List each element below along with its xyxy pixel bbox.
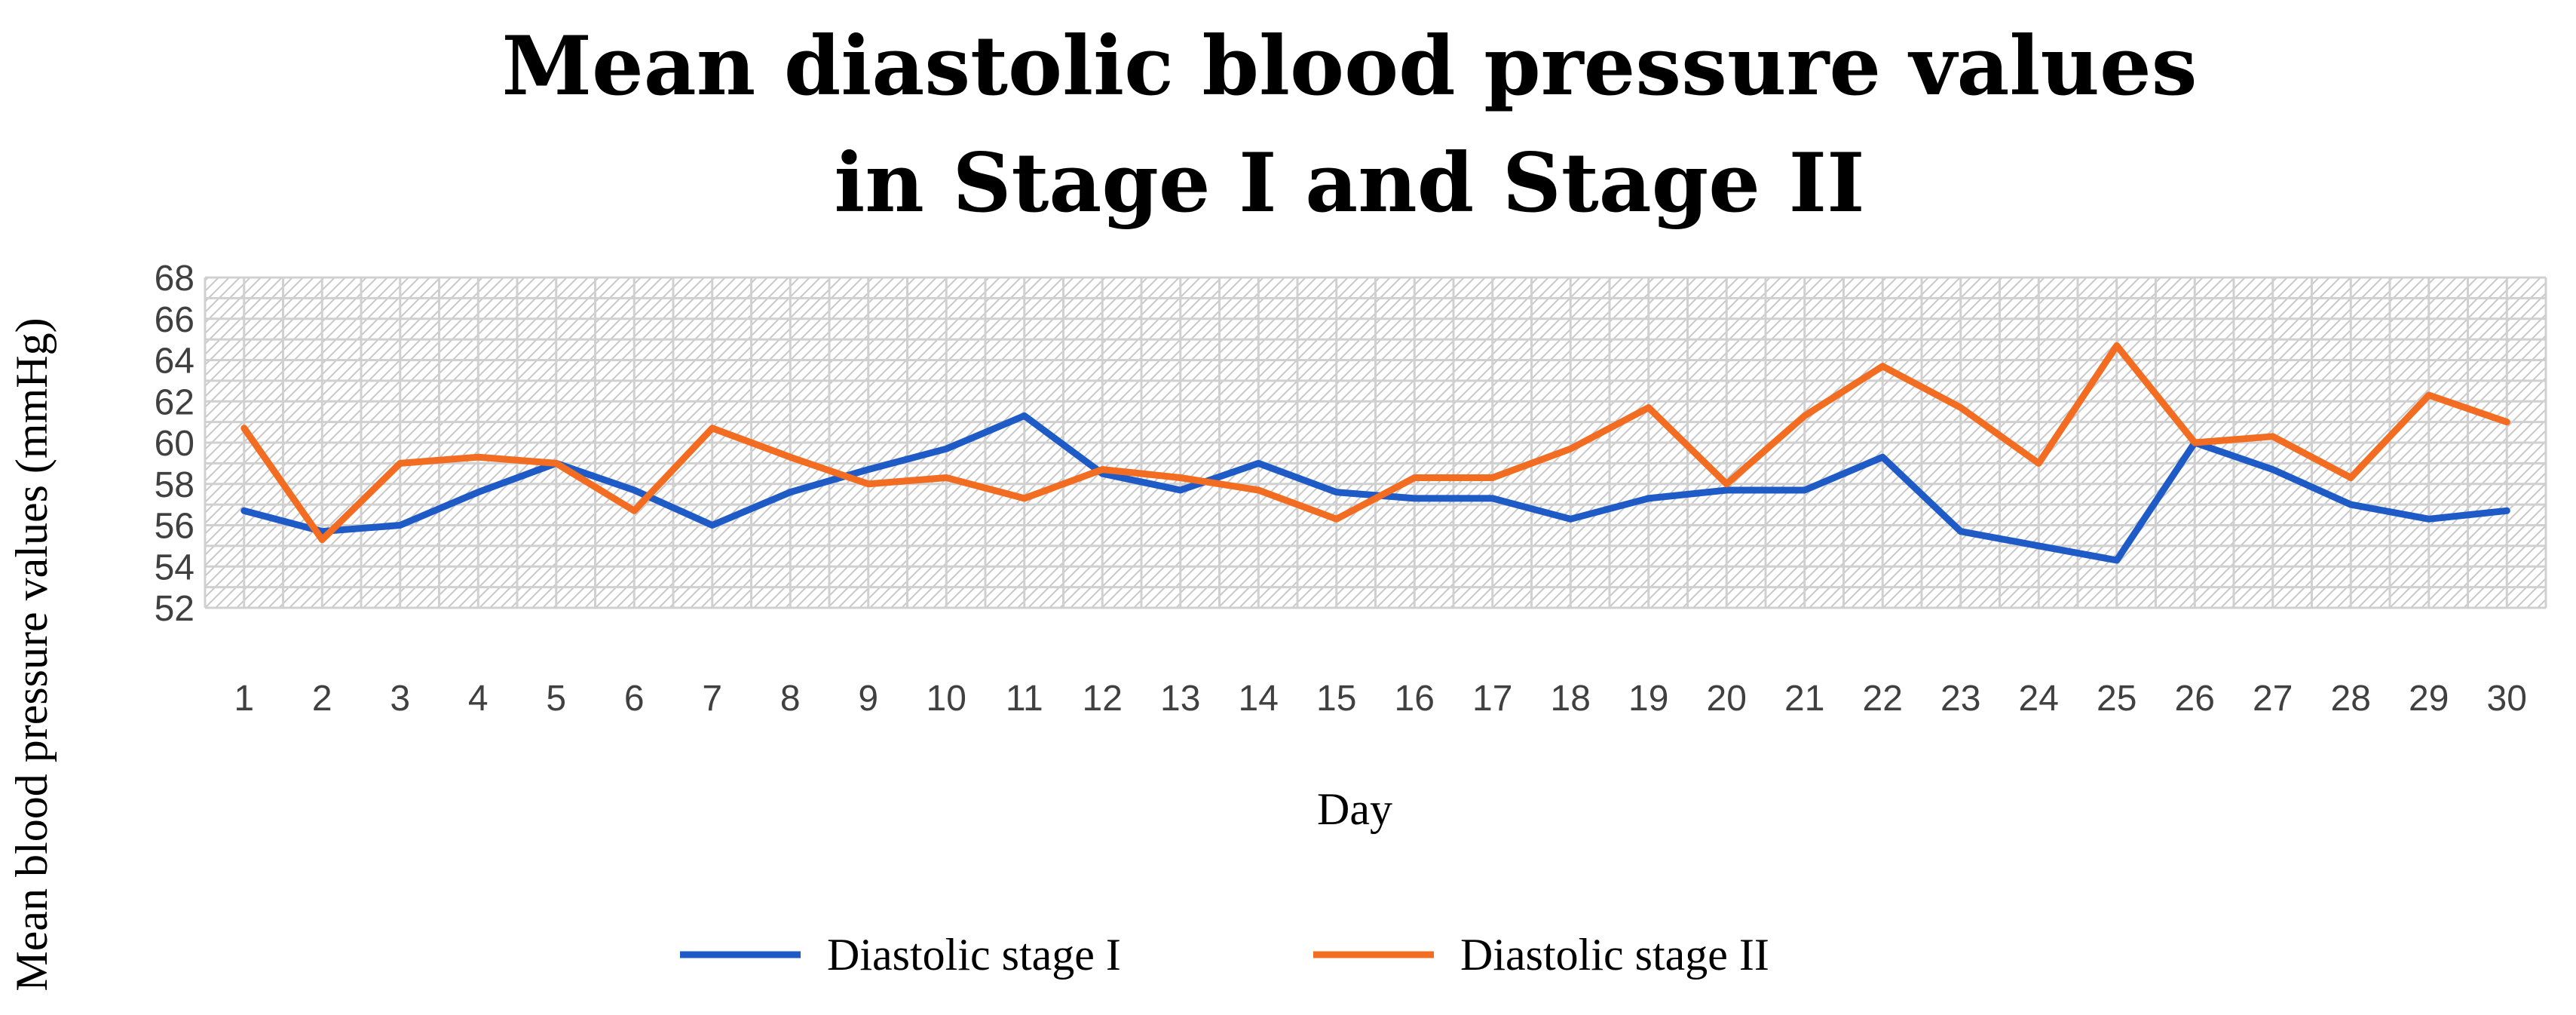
data-point-series-1 <box>1570 518 1571 520</box>
y-tick-label: 58 <box>155 465 195 505</box>
x-tick-label: 8 <box>780 679 801 719</box>
x-tick-label: 20 <box>1707 679 1747 719</box>
data-point-series-1 <box>2038 545 2039 547</box>
data-point-series-1 <box>1882 456 1883 458</box>
data-point-series-1 <box>2428 518 2430 520</box>
x-tick-label: 21 <box>1784 679 1824 719</box>
data-point-series-1 <box>321 531 323 532</box>
data-point-series-2 <box>1414 477 1415 479</box>
y-tick-label: 60 <box>155 424 195 464</box>
data-point-series-1 <box>633 489 635 491</box>
x-tick-label: 16 <box>1395 679 1435 719</box>
x-tick-label: 2 <box>312 679 332 719</box>
data-point-series-2 <box>1336 518 1337 520</box>
data-point-series-2 <box>2272 436 2274 437</box>
chart-title-line-1: Mean diastolic blood pressure values <box>501 19 2197 114</box>
y-tick-label: 52 <box>155 589 195 629</box>
data-point-series-2 <box>477 456 479 458</box>
x-tick-label: 22 <box>1863 679 1903 719</box>
x-tick-label: 24 <box>2019 679 2059 719</box>
legend: Diastolic stage I Diastolic stage II <box>680 930 1769 980</box>
x-tick-label: 7 <box>702 679 722 719</box>
y-tick-label: 68 <box>155 259 195 299</box>
data-point-series-2 <box>1101 469 1103 471</box>
x-tick-label: 28 <box>2331 679 2371 719</box>
y-tick-label: 64 <box>155 342 195 382</box>
x-tick-label: 23 <box>1940 679 1980 719</box>
x-tick-label: 17 <box>1472 679 1512 719</box>
x-tick-label: 29 <box>2409 679 2449 719</box>
x-tick-label: 1 <box>234 679 254 719</box>
grid <box>204 276 2547 609</box>
x-tick-label: 30 <box>2487 679 2527 719</box>
x-tick-label: 4 <box>468 679 489 719</box>
data-point-series-1 <box>1180 489 1181 491</box>
x-tick-label: 26 <box>2175 679 2215 719</box>
x-tick-label: 9 <box>858 679 878 719</box>
x-tick-label: 15 <box>1316 679 1356 719</box>
series-lines <box>240 342 2510 564</box>
data-point-series-2 <box>1648 406 1649 408</box>
x-axis-label: Day <box>1317 784 1392 834</box>
x-tick-label: 14 <box>1239 679 1279 719</box>
data-point-series-1 <box>1257 462 1259 464</box>
chart-title-line-2: in Stage I and Stage II <box>834 136 1864 231</box>
y-tick-label: 62 <box>155 382 195 422</box>
series-line-2 <box>240 342 2510 544</box>
y-tick-label: 56 <box>155 507 195 547</box>
data-point-series-2 <box>1726 483 1727 485</box>
data-point-series-1 <box>1960 531 1962 532</box>
data-point-series-2 <box>2116 345 2118 346</box>
data-point-series-2 <box>2428 394 2430 396</box>
y-tick-label: 54 <box>155 547 195 587</box>
legend-label-stage-2: Diastolic stage II <box>1460 930 1769 980</box>
y-tick-label: 66 <box>155 300 195 340</box>
data-point-series-2 <box>1257 489 1259 491</box>
x-tick-label: 5 <box>546 679 566 719</box>
data-point-series-1 <box>2272 469 2274 471</box>
x-tick-label: 10 <box>927 679 966 719</box>
data-point-series-2 <box>789 456 791 458</box>
data-point-series-2 <box>1960 406 1962 408</box>
x-tick-label: 19 <box>1628 679 1668 719</box>
x-tick-label: 6 <box>624 679 645 719</box>
data-point-series-1 <box>1726 489 1727 491</box>
x-tick-label: 11 <box>1006 679 1043 719</box>
data-point-series-2 <box>321 539 323 541</box>
x-axis: 1 2 3 4 5 6 7 8 9 10 11 12 13 14 15 16 17 18 19 20 21 22 23 24 2… <box>234 679 2527 719</box>
data-point-series-1 <box>2116 560 2118 561</box>
data-point-series-2 <box>1180 477 1181 479</box>
x-tick-label: 25 <box>2097 679 2136 719</box>
x-tick-label: 13 <box>1160 679 1200 719</box>
legend-label-stage-1: Diastolic stage I <box>827 930 1121 980</box>
x-tick-label: 3 <box>390 679 410 719</box>
x-tick-label: 12 <box>1083 679 1123 719</box>
y-axis-label: Mean blood pressure values (mmHg) <box>7 317 57 991</box>
x-tick-label: 27 <box>2253 679 2293 719</box>
x-tick-label: 18 <box>1551 679 1591 719</box>
data-point-series-2 <box>2038 462 2039 464</box>
data-point-series-1 <box>1804 489 1806 491</box>
data-point-series-2 <box>945 477 947 479</box>
data-point-series-2 <box>1492 477 1493 479</box>
